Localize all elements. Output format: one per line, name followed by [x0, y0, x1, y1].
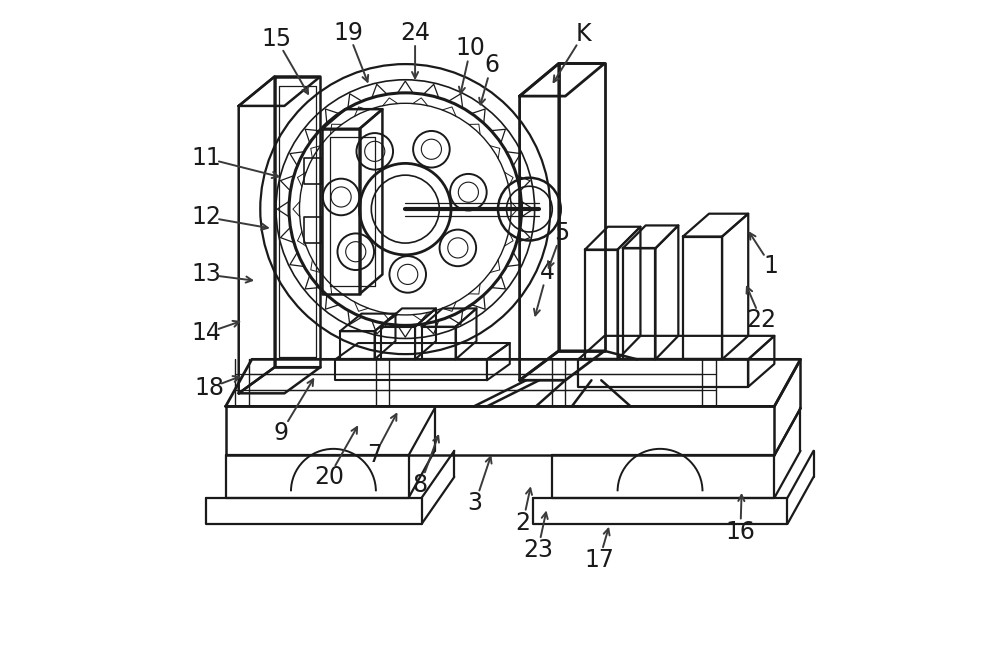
Text: 19: 19: [334, 21, 363, 45]
Text: 4: 4: [540, 260, 555, 285]
Text: 9: 9: [274, 420, 289, 445]
Text: 3: 3: [468, 491, 483, 515]
Text: 10: 10: [456, 37, 486, 60]
Text: 1: 1: [764, 254, 779, 278]
Text: 5: 5: [554, 221, 569, 245]
Text: 24: 24: [400, 21, 430, 45]
Text: 14: 14: [191, 321, 221, 345]
Text: 18: 18: [194, 376, 224, 400]
Text: 12: 12: [191, 205, 221, 229]
Text: 17: 17: [584, 548, 614, 572]
Text: 22: 22: [746, 308, 776, 332]
Text: 15: 15: [262, 28, 292, 51]
Text: 6: 6: [484, 53, 499, 77]
Text: 13: 13: [191, 262, 221, 287]
Text: 7: 7: [367, 443, 382, 467]
Text: 8: 8: [413, 473, 428, 497]
Text: 11: 11: [191, 146, 221, 170]
Text: 2: 2: [515, 510, 530, 535]
Text: 23: 23: [523, 538, 553, 562]
Text: K: K: [576, 22, 591, 46]
Text: 16: 16: [725, 520, 755, 544]
Text: 20: 20: [314, 465, 344, 489]
